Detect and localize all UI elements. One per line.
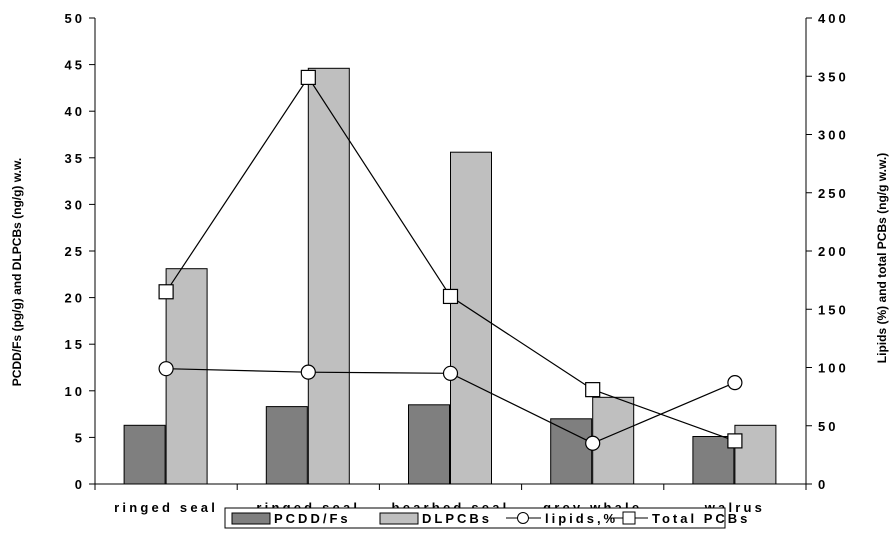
bar-pcdd-0 — [123, 424, 166, 485]
point-totalpcb-4 — [727, 433, 743, 449]
y-tick-label-right: 50 — [818, 419, 838, 434]
y-tick-label-left: 0 — [75, 477, 85, 492]
y-axis-title-left: PCDD/Fs (pg/g) and DLPCBs (ng/g) w.w. — [10, 158, 24, 386]
y-tick-label-left: 20 — [65, 291, 85, 306]
y-tick-label-right: 400 — [818, 11, 849, 26]
y-tick-label-left: 30 — [65, 197, 85, 212]
y-tick-label-left: 50 — [65, 11, 85, 26]
legend-swatch-dlpcb — [379, 512, 419, 525]
legend-marker-lipids — [517, 512, 529, 524]
legend-label-totalpcb: Total PCBs — [652, 511, 750, 526]
bar-dlpcb-2 — [450, 151, 492, 485]
y-tick-label-left: 45 — [65, 58, 85, 73]
point-lipids-3 — [585, 435, 601, 451]
bar-dlpcb-0 — [165, 268, 208, 485]
legend-label-dlpcb: DLPCBs — [422, 511, 492, 526]
bar-pcdd-1 — [265, 406, 308, 485]
point-totalpcb-3 — [585, 382, 601, 398]
legend-frame — [224, 507, 726, 529]
legend: PCDD/Fs DLPCBs lipids,% Total PCBs — [224, 507, 750, 529]
y-tick-label-left: 25 — [65, 244, 85, 259]
x-tick-label-0: ringed seal — [114, 500, 218, 515]
bar-pcdd-2 — [408, 404, 450, 485]
lines-layer — [158, 69, 743, 451]
y-tick-label-right: 0 — [818, 477, 828, 492]
bar-pcdd-3 — [550, 418, 593, 485]
y-tick-label-right: 250 — [818, 186, 849, 201]
legend-label-pcdd: PCDD/Fs — [274, 511, 351, 526]
bar-dlpcb-1 — [307, 67, 350, 485]
y-tick-label-right: 350 — [818, 69, 849, 84]
y-axis-title-right: Lipids (%) and total PCBs (ng/g w.w.) — [875, 153, 889, 363]
point-lipids-0 — [158, 361, 174, 377]
y-tick-label-left: 10 — [65, 384, 85, 399]
bar-pcdd-4 — [692, 436, 735, 485]
point-totalpcb-0 — [158, 284, 174, 300]
y-tick-label-right: 100 — [818, 361, 849, 376]
point-lipids-4 — [727, 375, 743, 391]
y-tick-label-left: 40 — [65, 104, 85, 119]
legend-swatch-pcdd — [231, 512, 271, 525]
axes-layer — [89, 17, 812, 490]
y-tick-label-right: 200 — [818, 244, 849, 259]
legend-label-lipids: lipids,% — [545, 511, 618, 526]
y-tick-label-right: 150 — [818, 302, 849, 317]
bars-layer — [123, 67, 777, 485]
point-totalpcb-1 — [300, 69, 316, 86]
point-totalpcb-2 — [442, 288, 459, 305]
y-tick-label-left: 35 — [65, 151, 85, 166]
y-tick-label-left: 15 — [65, 337, 85, 352]
point-lipids-1 — [300, 364, 316, 380]
point-lipids-2 — [442, 365, 459, 381]
y-tick-label-right: 300 — [818, 128, 849, 143]
y-tick-label-left: 5 — [75, 430, 85, 445]
legend-marker-totalpcb — [622, 511, 636, 525]
